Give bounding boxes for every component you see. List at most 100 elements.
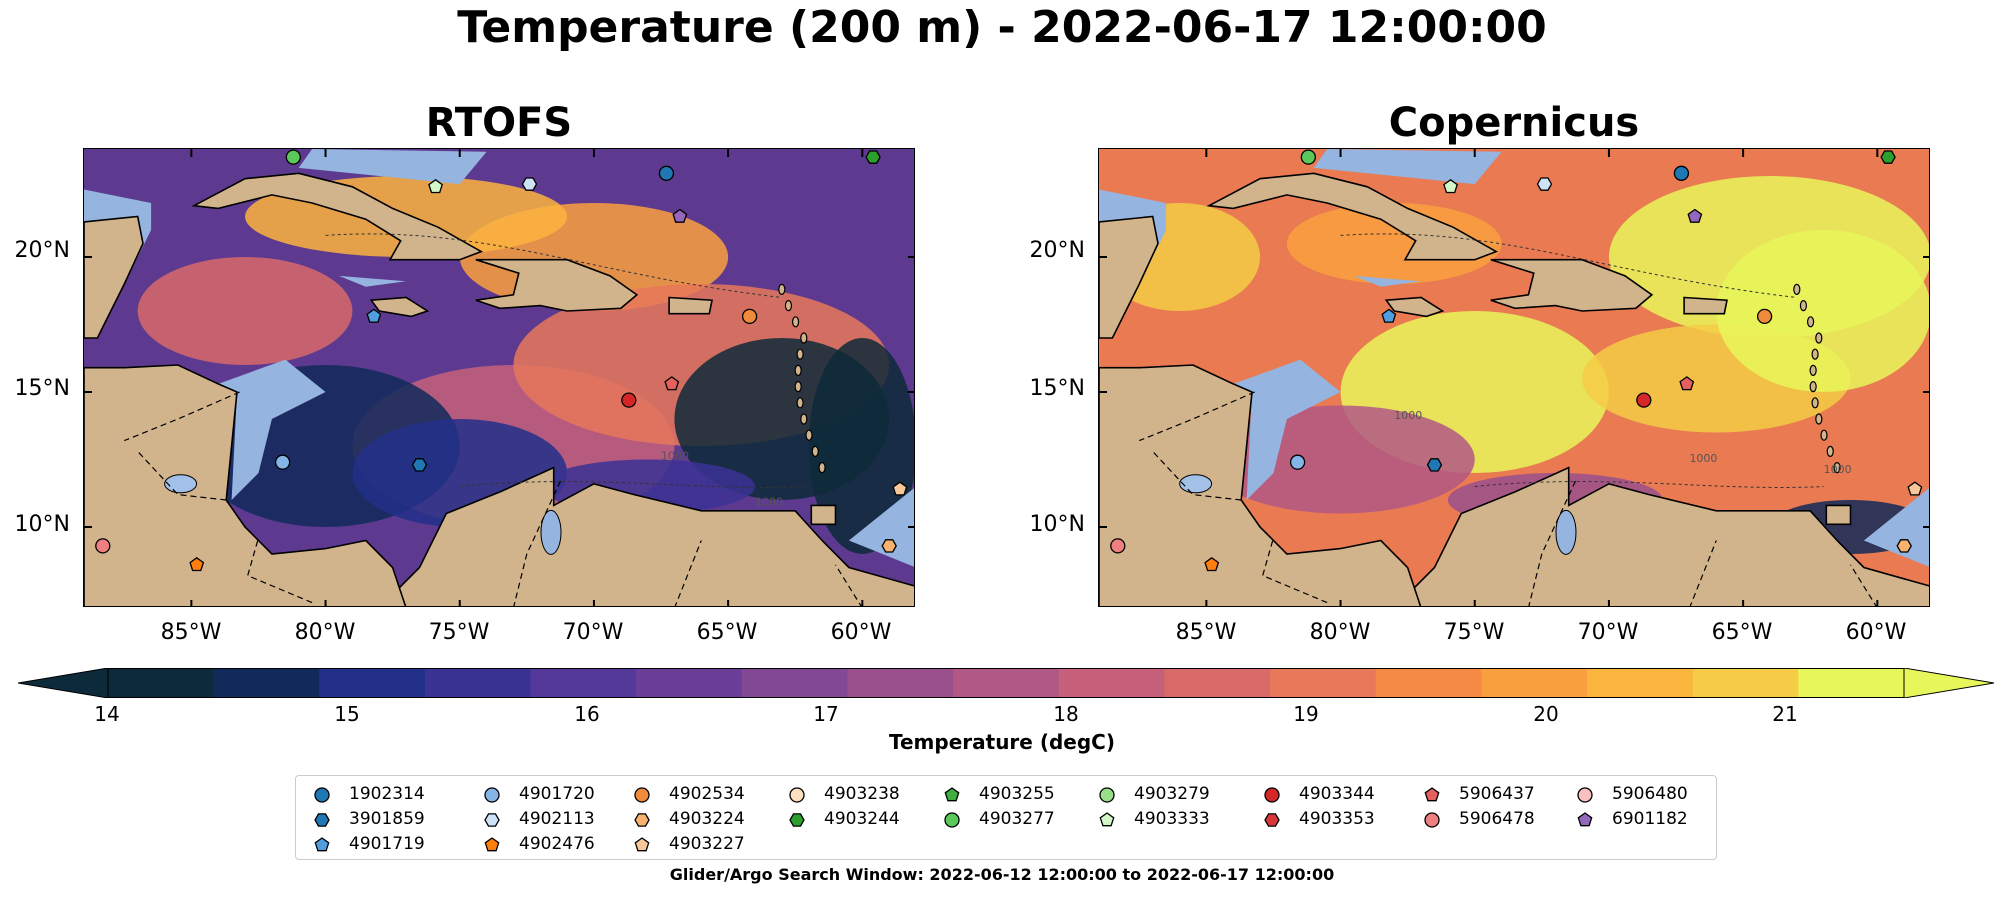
pentagon-marker-icon	[314, 837, 330, 852]
float-marker-3901859	[1426, 458, 1443, 472]
float-marker-6901182	[672, 208, 688, 223]
island	[796, 397, 804, 409]
circle-marker-icon	[634, 787, 650, 803]
country-border	[1261, 537, 1328, 604]
country-border	[1689, 540, 1717, 606]
contour-label: 1000	[1394, 409, 1422, 422]
colorbar-frame	[107, 668, 1905, 698]
legend-label: 4903279	[1134, 784, 1210, 804]
country-border	[1528, 478, 1578, 606]
island	[805, 429, 813, 441]
legend-label: 4903277	[979, 809, 1055, 829]
legend-label: 4902113	[519, 809, 595, 829]
float-marker-4901720	[274, 454, 291, 470]
shallow-shelf	[1313, 149, 1502, 185]
land-centralamerica	[1099, 364, 1422, 606]
legend-label: 4903353	[1299, 809, 1375, 829]
land-puertorico	[668, 296, 713, 315]
land-hispaniola	[475, 258, 639, 312]
country-border	[1139, 391, 1255, 442]
shallow-shelf	[1354, 275, 1422, 287]
lat-tick-10n: 10°N	[14, 512, 70, 537]
float-marker-4903227	[892, 481, 908, 496]
float-marker-4902534	[741, 308, 758, 325]
legend-label: 3901859	[349, 809, 425, 829]
colorbar-underflow	[17, 667, 109, 699]
island	[1806, 316, 1815, 328]
circle-marker-icon	[789, 787, 805, 803]
legend-label: 4902476	[519, 834, 595, 854]
lat-tick-10n: 10°N	[1029, 512, 1085, 537]
colorbar-segment	[636, 668, 743, 698]
search-window-footnote: Glider/Argo Search Window: 2022-06-12 12…	[669, 865, 1335, 884]
circle-marker-icon	[314, 787, 330, 803]
island	[1811, 397, 1819, 409]
island	[1815, 413, 1823, 425]
colorbar-tick-15: 15	[334, 702, 360, 726]
land-hispaniola	[1490, 258, 1654, 312]
legend-label: 4903238	[824, 784, 900, 804]
colorbar-segment	[108, 668, 215, 698]
temperature-patch	[1286, 203, 1502, 284]
hexagon-marker-icon	[1264, 813, 1280, 827]
colorbar-segment	[1164, 668, 1271, 698]
copernicus-map[interactable]: 1000 1000 1000	[1098, 148, 1930, 607]
lat-tick-15n: 15°N	[14, 376, 70, 401]
legend-label: 5906437	[1459, 784, 1535, 804]
colorbar-segment	[1270, 668, 1377, 698]
circle-marker-icon	[484, 787, 500, 803]
colorbar-segment	[741, 668, 849, 698]
island	[794, 381, 802, 393]
circle-marker-icon	[1577, 787, 1593, 803]
circle-marker-icon	[1099, 787, 1115, 803]
legend-label: 4903227	[669, 834, 745, 854]
float-marker-4903333	[428, 178, 443, 194]
float-marker-4903244	[865, 150, 881, 164]
colorbar-tick-19: 19	[1293, 702, 1319, 726]
legend-label: 4903224	[669, 809, 745, 829]
hexagon-marker-icon	[484, 813, 500, 827]
circle-marker-icon	[944, 812, 960, 828]
lon-tick-80w: 80°W	[294, 620, 356, 645]
lon-tick-80w: 80°W	[1309, 620, 1371, 645]
pentagon-marker-icon	[634, 837, 650, 852]
temperature-patch	[1716, 230, 1929, 392]
float-marker-5906478	[95, 538, 111, 554]
hexagon-marker-icon	[634, 813, 650, 827]
float-marker-4903277	[285, 149, 301, 165]
colorbar-overflow	[1903, 667, 1995, 699]
island	[1811, 348, 1819, 360]
float-marker-1902314	[1673, 165, 1690, 181]
legend-label: 5906478	[1459, 809, 1535, 829]
contour-label: 1000	[1689, 452, 1717, 465]
colorbar-segment	[1481, 668, 1588, 698]
legend-label: 4903255	[979, 784, 1055, 804]
island	[1799, 300, 1808, 312]
legend-label: 4902534	[669, 784, 745, 804]
pentagon-marker-icon	[1099, 812, 1115, 827]
island	[1820, 429, 1828, 441]
lat-tick-20n: 20°N	[14, 238, 70, 263]
colorbar-segment	[1058, 668, 1165, 698]
shallow-shelf	[339, 275, 407, 287]
float-marker-5906478	[1110, 538, 1126, 554]
contour-label: 1000	[661, 450, 689, 463]
country-border	[1849, 564, 1877, 606]
country-border	[674, 540, 702, 606]
legend-label: 4901719	[349, 834, 425, 854]
colorbar-tick-17: 17	[813, 702, 839, 726]
country-border	[246, 537, 313, 604]
colorbar-segment	[319, 668, 426, 698]
float-marker-4901719	[1381, 308, 1397, 323]
hexagon-marker-icon	[789, 813, 805, 827]
lon-tick-85w: 85°W	[1175, 620, 1237, 645]
float-marker-4901719	[366, 308, 382, 323]
lake-nicaragua	[1179, 474, 1213, 494]
island	[800, 413, 808, 425]
lake-nicaragua	[164, 474, 198, 494]
land-cuba	[1206, 172, 1499, 261]
land-southamerica	[1395, 466, 1929, 606]
colorbar	[17, 667, 1995, 699]
rtofs-map[interactable]: 1000 1000	[83, 148, 915, 607]
country-border	[124, 391, 240, 442]
